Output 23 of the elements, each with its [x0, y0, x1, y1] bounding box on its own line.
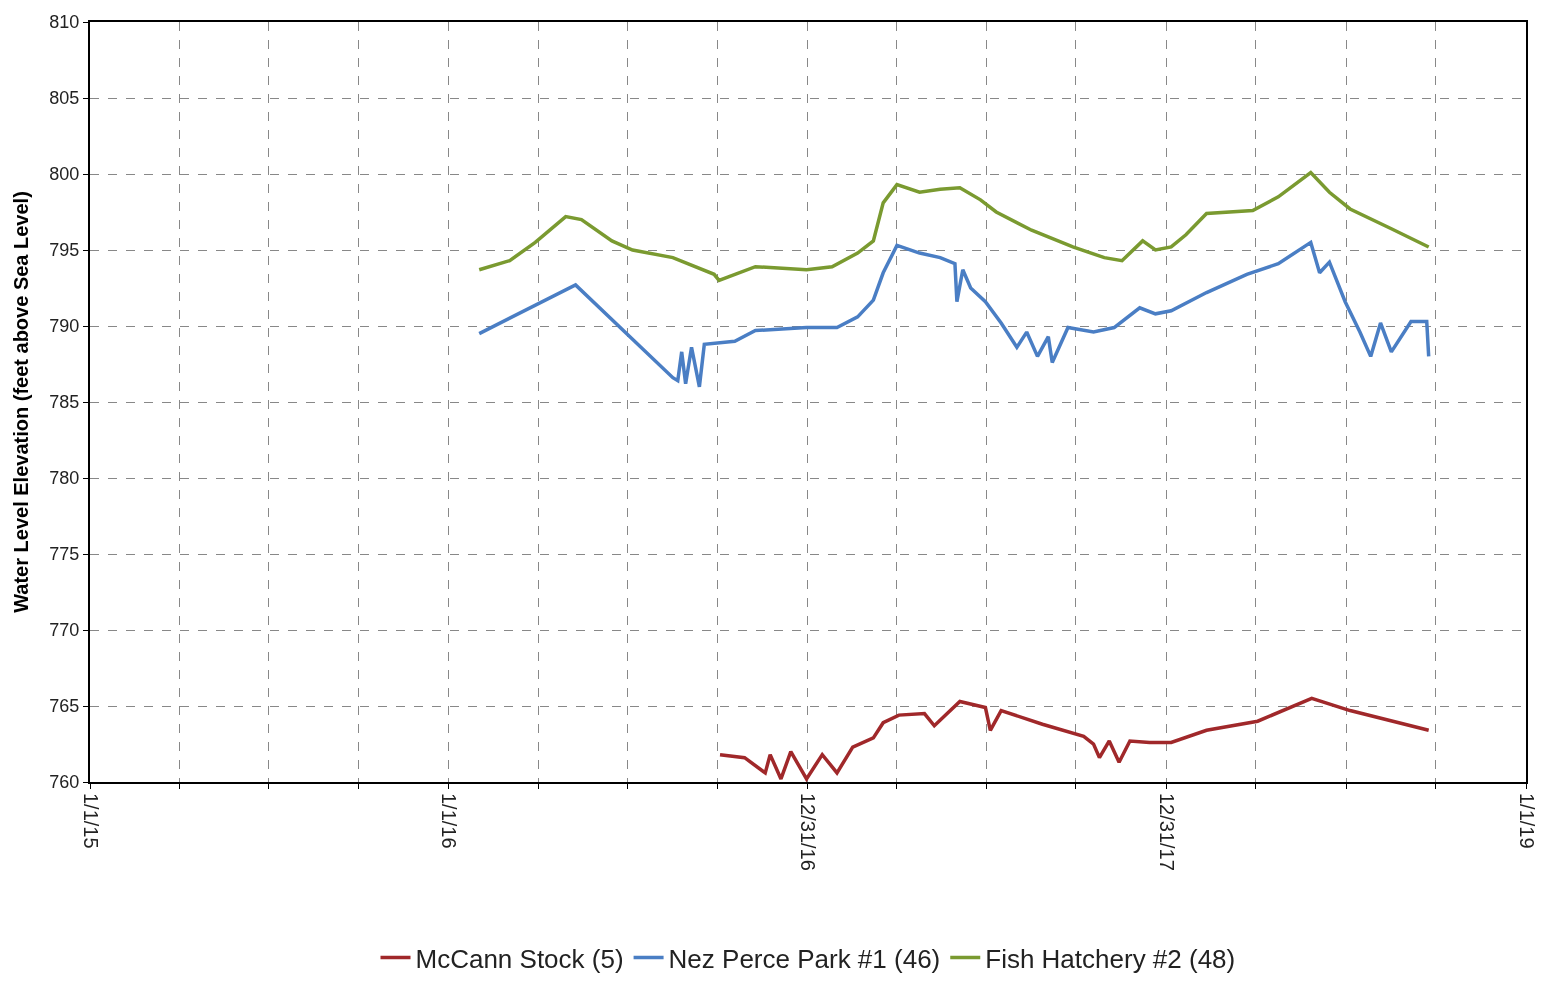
- legend-label: Fish Hatchery #2 (48): [985, 943, 1236, 974]
- y-tick-label: 795: [49, 240, 80, 261]
- y-tick-label: 765: [49, 696, 80, 717]
- y-tick-label: 760: [49, 772, 80, 793]
- y-tick-label: 785: [49, 392, 80, 413]
- y-tick-label: 775: [49, 544, 80, 565]
- line-series: [718, 696, 1431, 781]
- y-tick-label: 780: [49, 468, 80, 489]
- y-tick-label: 800: [49, 164, 80, 185]
- x-tick-label: 1/1/16: [438, 793, 461, 849]
- y-tick-label: 770: [49, 620, 80, 641]
- legend-label: Nez Perce Park #1 (46): [668, 943, 941, 974]
- line-series: [477, 240, 1431, 389]
- x-tick-label: 1/1/19: [1515, 793, 1538, 849]
- x-tick-label: 12/31/16: [797, 793, 820, 871]
- y-tick-label: 805: [49, 88, 80, 109]
- y-tick-label: 810: [49, 12, 80, 33]
- line-series: [477, 170, 1431, 283]
- legend-label: McCann Stock (5): [415, 943, 624, 974]
- y-axis-title: Water Level Elevation (feet above Sea Level): [10, 191, 33, 613]
- x-tick-label: 12/31/17: [1155, 793, 1178, 871]
- y-tick-label: 790: [49, 316, 80, 337]
- x-tick-label: 1/1/15: [79, 793, 102, 849]
